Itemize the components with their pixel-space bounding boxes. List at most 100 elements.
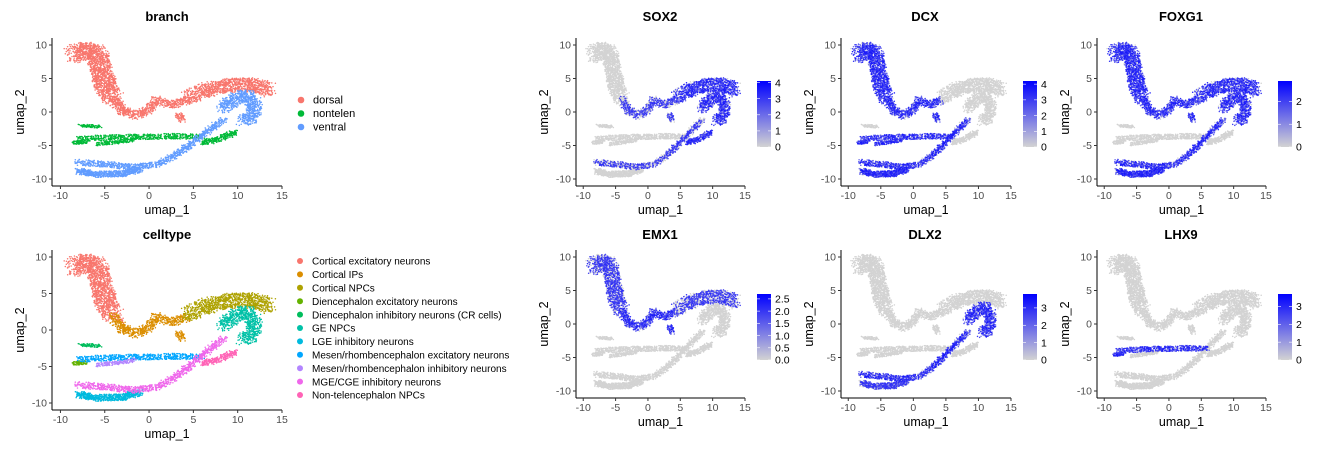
point <box>183 137 185 139</box>
point <box>91 53 93 55</box>
point <box>256 88 258 90</box>
point <box>105 97 107 99</box>
point <box>179 114 181 116</box>
point <box>185 134 187 136</box>
point <box>101 87 103 89</box>
point <box>96 142 98 144</box>
point <box>240 123 242 125</box>
point <box>78 60 80 62</box>
point <box>177 102 179 104</box>
point <box>137 114 139 116</box>
point <box>74 43 76 45</box>
point <box>234 88 236 90</box>
point <box>196 100 198 102</box>
point <box>232 103 234 105</box>
point <box>189 87 191 89</box>
point <box>250 93 252 95</box>
point <box>106 141 108 143</box>
point <box>92 137 94 139</box>
point <box>106 102 108 104</box>
point <box>268 93 270 95</box>
point <box>224 134 226 136</box>
point <box>186 104 188 106</box>
point <box>231 86 233 88</box>
point <box>247 80 249 82</box>
point <box>112 78 114 80</box>
point <box>225 88 227 90</box>
point <box>210 87 212 89</box>
point <box>93 76 95 78</box>
point <box>151 106 153 108</box>
point <box>111 101 113 103</box>
point <box>131 110 133 112</box>
point <box>171 99 173 101</box>
point <box>102 60 104 62</box>
point <box>250 96 252 98</box>
point <box>210 81 212 83</box>
point <box>98 83 100 85</box>
point <box>198 96 200 98</box>
point <box>259 80 261 82</box>
point <box>243 88 245 90</box>
point <box>246 86 248 88</box>
point <box>103 89 105 91</box>
point <box>115 134 117 136</box>
point <box>165 138 167 140</box>
point <box>243 122 245 124</box>
point <box>237 84 239 86</box>
point <box>101 83 103 85</box>
point <box>104 142 106 144</box>
point <box>174 137 176 139</box>
point <box>187 102 189 104</box>
point <box>258 85 260 87</box>
point <box>99 94 101 96</box>
point <box>217 86 219 88</box>
point <box>255 103 257 105</box>
point <box>236 103 238 105</box>
point <box>83 48 85 50</box>
point <box>116 109 118 111</box>
point <box>224 80 226 82</box>
point <box>241 92 243 94</box>
point <box>102 85 104 87</box>
point <box>255 98 257 100</box>
point <box>253 87 255 89</box>
point <box>85 48 87 50</box>
point <box>172 137 174 139</box>
point <box>148 138 150 140</box>
point <box>223 134 225 136</box>
point <box>219 84 221 86</box>
point <box>134 173 136 175</box>
point <box>228 112 230 114</box>
point <box>244 86 246 88</box>
point <box>226 101 228 103</box>
point <box>88 45 90 47</box>
point <box>227 101 229 103</box>
point <box>143 110 145 112</box>
point <box>73 142 75 144</box>
point <box>198 83 200 85</box>
point <box>137 111 139 113</box>
point <box>162 102 164 104</box>
point <box>106 57 108 59</box>
point <box>151 111 153 113</box>
point <box>117 108 119 110</box>
point <box>85 54 87 56</box>
point <box>246 119 248 121</box>
point <box>230 90 232 92</box>
point <box>260 106 262 108</box>
point <box>78 42 80 44</box>
point <box>212 92 214 94</box>
point <box>232 104 234 106</box>
point <box>98 125 100 127</box>
point <box>109 88 111 90</box>
point <box>261 104 263 106</box>
point <box>217 138 219 140</box>
point <box>259 100 261 102</box>
point <box>257 102 259 104</box>
point <box>271 91 273 93</box>
point <box>172 101 174 103</box>
point <box>86 49 88 51</box>
point <box>237 87 239 89</box>
point <box>255 115 257 117</box>
